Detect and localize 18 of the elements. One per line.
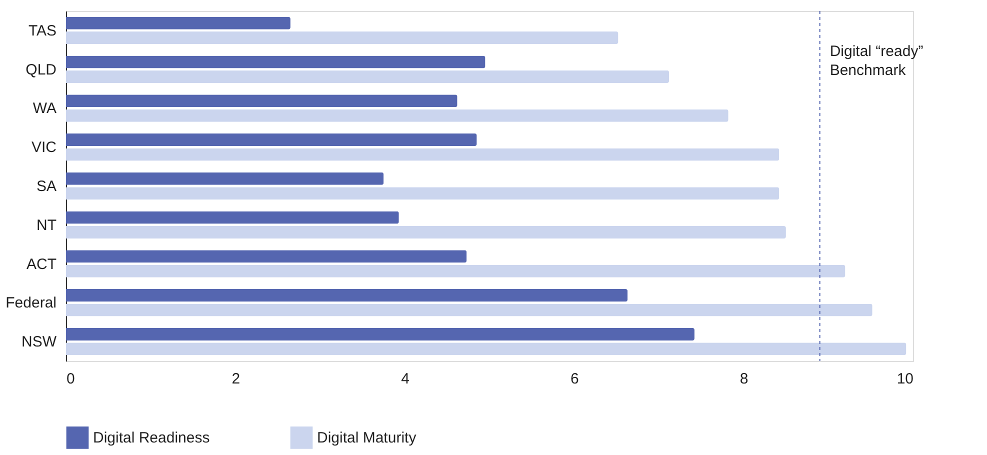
x-tick-label: 2 — [232, 370, 240, 388]
y-tick-label: VIC — [31, 139, 57, 156]
legend-label: Digital Readiness — [93, 430, 210, 447]
x-tick-label: 4 — [401, 370, 410, 388]
y-tick-label: ACT — [26, 256, 56, 273]
x-tick-label: 6 — [570, 370, 579, 388]
x-tick-label: 0 — [66, 370, 75, 388]
y-tick-label: SA — [36, 178, 56, 195]
y-tick-label: TAS — [28, 22, 56, 40]
ref-line-label: Digital “ready” Benchmark — [830, 43, 924, 79]
y-tick-label: NT — [36, 216, 56, 234]
legend-label: Digital Maturity — [317, 430, 417, 447]
y-tick-label: NSW — [22, 334, 58, 351]
x-tick-label: 10 — [896, 370, 914, 388]
y-tick-label: WA — [32, 100, 56, 118]
y-tick-label: QLD — [26, 61, 57, 78]
x-tick-label: 8 — [740, 370, 748, 388]
y-tick-label: Federal — [6, 294, 56, 312]
